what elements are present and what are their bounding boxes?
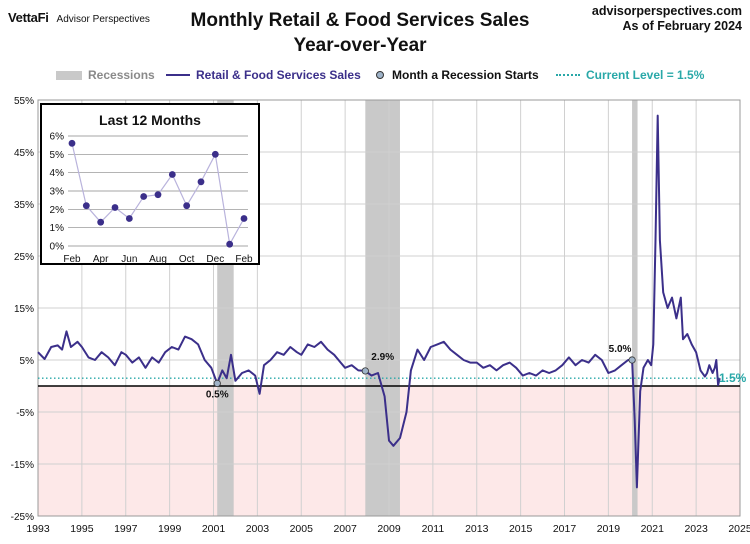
inset-data-point — [240, 215, 248, 222]
chart-title: Monthly Retail & Food Services Sales Yea… — [150, 8, 570, 58]
brand: VettaFi Advisor Perspectives — [8, 10, 150, 25]
source: advisorperspectives.com As of February 2… — [592, 4, 742, 34]
inset-y-tick-label: 6% — [50, 132, 65, 143]
inset-x-tick-label: Feb — [63, 254, 81, 263]
recession-start-point — [213, 379, 221, 387]
legend-recessions: Recessions — [56, 68, 155, 82]
inset-x-tick-label: Jun — [121, 254, 137, 263]
inset-data-point — [97, 218, 105, 226]
y-tick-label: 5% — [20, 356, 35, 367]
x-tick-label: 2023 — [684, 523, 708, 535]
inset-data-point — [154, 191, 162, 199]
inset-x-tick-label: Aug — [149, 254, 167, 263]
x-tick-label: 1999 — [158, 523, 182, 535]
series-line — [37, 114, 721, 489]
recession-start-point — [361, 367, 369, 375]
legend-series: Retail & Food Services Sales — [166, 68, 361, 82]
inset-x-tick-label: Oct — [179, 254, 195, 263]
inset-y-tick-label: 0% — [50, 242, 65, 253]
inset-data-point — [140, 193, 148, 200]
source-date: As of February 2024 — [622, 19, 743, 33]
inset-plot: 6%5%4%3%2%1%0%Feb Apr Jun Aug Oct Dec Feb — [50, 132, 254, 264]
inset-x-tick-label: Feb — [235, 254, 253, 263]
current-swatch — [556, 74, 580, 76]
inset-x-tick-label: Dec — [206, 254, 224, 263]
x-tick-label: 2025 — [728, 523, 750, 535]
title-line2: Year-over-Year — [293, 35, 427, 56]
y-tick-label: 25% — [14, 252, 34, 263]
series-swatch — [166, 74, 190, 76]
inset-data-point — [125, 215, 133, 222]
x-tick-label: 1993 — [26, 523, 50, 535]
x-tick-label: 2007 — [333, 523, 357, 535]
inset-chart: Last 12 Months 6% 5% 4% 3% 2% 1% 0% Feb Apr Jun Au… — [40, 103, 260, 265]
recession-start-label: 0.5% — [206, 389, 229, 400]
inset-y-tick-label: 4% — [50, 168, 65, 179]
legend: Recessions Retail & Food Services Sales … — [0, 68, 750, 84]
x-tick-label: 2011 — [422, 523, 445, 535]
y-tick-label: -5% — [16, 408, 34, 419]
y-tick-label: -15% — [11, 460, 34, 471]
inset-data-point — [168, 171, 176, 178]
x-tick-label: 2013 — [465, 523, 489, 535]
inset-y-tick-label: 2% — [50, 205, 65, 216]
y-tick-label: -25% — [11, 512, 34, 523]
inset-y-tick-label: 3% — [50, 187, 65, 198]
x-tick-label: 2003 — [246, 523, 270, 535]
x-tick-label: 2009 — [377, 523, 401, 535]
y-tick-label: 35% — [14, 200, 34, 211]
recession-start-point — [628, 356, 636, 364]
inset-data-point — [82, 202, 90, 210]
current-level-label: 1.5% — [719, 371, 747, 385]
x-tick-label: 2001 — [202, 523, 226, 535]
y-tick-label: 45% — [14, 148, 34, 159]
inset-data-point — [226, 240, 234, 248]
brand-sub: Advisor Perspectives — [56, 14, 150, 25]
legend-recession-start: Month a Recession Starts — [376, 68, 539, 82]
recession-swatch — [56, 70, 82, 80]
x-tick-label: 2005 — [290, 523, 314, 535]
plot-frame — [37, 99, 741, 517]
x-tick-label: 2017 — [553, 523, 577, 535]
y-tick-label: 15% — [14, 304, 34, 315]
x-tick-label: 2015 — [509, 523, 533, 535]
x-tick-label: 1995 — [70, 523, 94, 535]
y-tick-label: 55% — [14, 96, 34, 107]
source-site: advisorperspectives.com — [591, 4, 742, 18]
x-tick-label: 2019 — [597, 523, 621, 535]
inset-y-tick-label: 1% — [50, 223, 65, 234]
x-tick-label: 2021 — [641, 523, 665, 535]
inset-y-tick-label: 5% — [50, 150, 65, 161]
inset-data-point — [111, 204, 119, 211]
title-line1: Monthly Retail & Food Services Sales — [190, 10, 530, 31]
recession-start-swatch — [376, 71, 384, 79]
recession-start-label: 2.9% — [371, 352, 394, 363]
inset-x-tick-label: Apr — [93, 254, 109, 263]
inset-data-point — [211, 150, 219, 158]
x-tick-label: 1997 — [114, 523, 138, 535]
inset-data-point — [183, 202, 191, 210]
inset-data-point — [68, 139, 76, 147]
recession-start-label: 5.0% — [609, 344, 632, 355]
legend-current: Current Level = 1.5% — [556, 68, 704, 82]
inset-title: Last 12 Months — [99, 112, 201, 128]
vettafi-logo: VettaFi — [8, 10, 49, 25]
inset-data-point — [197, 178, 205, 186]
